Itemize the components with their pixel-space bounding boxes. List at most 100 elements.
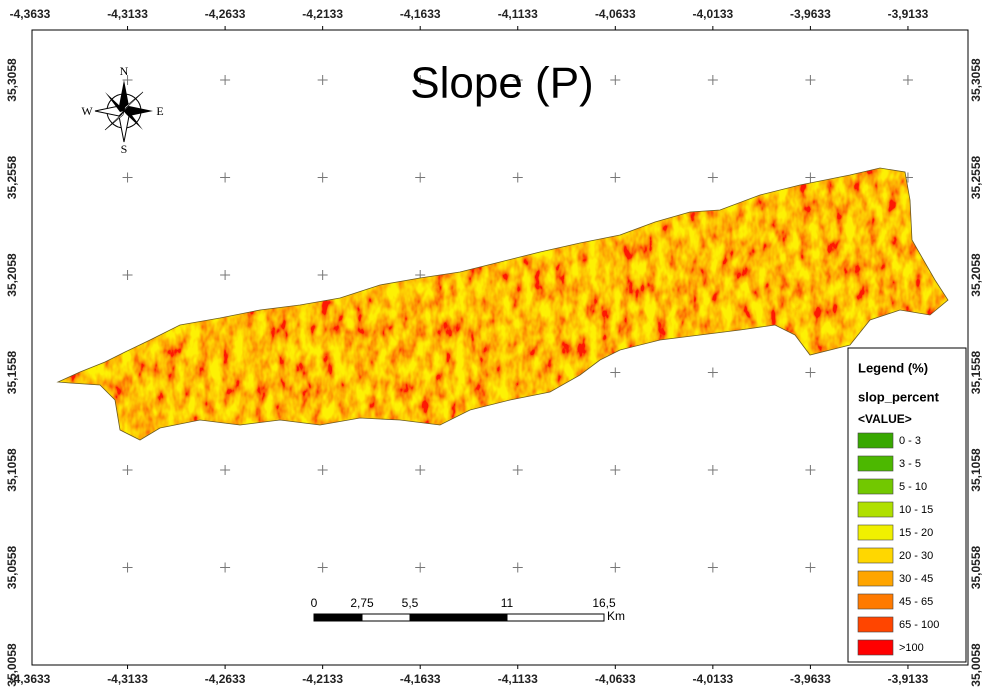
legend-swatch — [857, 478, 894, 495]
left-latitude-label: 35,0058 — [5, 643, 19, 687]
legend-swatch — [857, 570, 894, 587]
compass-s: S — [121, 142, 128, 156]
grid-cross — [512, 465, 523, 475]
bottom-longitude-label: -4,1133 — [498, 672, 538, 686]
left-latitude-label: 35,1558 — [5, 350, 19, 394]
legend-label: 45 - 65 — [899, 596, 933, 608]
compass-e: E — [156, 104, 163, 118]
grid-cross — [707, 75, 718, 85]
legend-swatch — [857, 455, 894, 472]
legend-label: 0 - 3 — [899, 435, 921, 447]
map-title: Slope (P) — [410, 59, 593, 108]
legend-label: 5 - 10 — [899, 481, 927, 493]
grid-cross — [512, 562, 523, 573]
grid-cross — [122, 172, 133, 183]
scale-unit: Km — [607, 609, 625, 623]
grid-cross — [707, 562, 718, 573]
legend-title: Legend (%) — [858, 360, 928, 375]
bottom-longitude-label: -4,1633 — [400, 672, 441, 686]
right-latitude-label: 35,2058 — [969, 253, 983, 297]
scale-bar: 0 2,75 5,5 11 16,5Km — [311, 596, 625, 623]
right-latitude-label: 35,1058 — [969, 448, 983, 492]
legend: Legend (%) slop_percent <VALUE> 0 - 3 3 -… — [847, 347, 967, 663]
top-longitude-label: -4,1133 — [498, 7, 538, 21]
legend-field: slop_percent — [858, 389, 940, 404]
scale-label: 16,5 — [592, 596, 616, 610]
top-longitude-label: -4,0633 — [595, 7, 636, 21]
top-longitude-label: -4,2633 — [205, 7, 246, 21]
grid-cross — [707, 465, 718, 475]
legend-label: 30 - 45 — [899, 573, 933, 585]
grid-cross — [805, 172, 816, 183]
grid-cross — [122, 75, 133, 85]
top-longitude-label: -3,9633 — [790, 7, 831, 21]
grid-cross — [317, 270, 328, 280]
scale-label: 2,75 — [350, 596, 374, 610]
scale-segment — [361, 613, 411, 622]
bottom-longitude-label: -4,0633 — [595, 672, 636, 686]
right-latitude-label: 35,1558 — [969, 350, 983, 394]
legend-header: <VALUE> — [858, 412, 912, 426]
legend-label: >100 — [899, 642, 924, 654]
grid-cross — [415, 75, 426, 85]
grid-cross — [805, 75, 816, 85]
legend-label: 15 - 20 — [899, 527, 933, 539]
legend-label: 20 - 30 — [899, 550, 933, 562]
grid-cross — [610, 465, 621, 475]
bottom-longitude-label: -3,9633 — [790, 672, 831, 686]
top-longitude-label: -4,2133 — [302, 7, 343, 21]
grid-cross — [415, 465, 426, 475]
grid-cross — [220, 562, 231, 573]
left-latitude-label: 35,2058 — [5, 253, 19, 297]
bottom-longitude-label: -4,0133 — [692, 672, 733, 686]
grid-cross — [805, 562, 816, 573]
grid-cross — [220, 75, 231, 85]
grid-cross — [610, 367, 621, 378]
grid-cross — [805, 465, 816, 475]
left-latitude-label: 35,3058 — [5, 58, 19, 102]
legend-swatch — [857, 616, 894, 633]
grid-cross — [317, 172, 328, 183]
north-arrow: N S E W — [81, 64, 163, 156]
right-latitude-label: 35,2558 — [969, 155, 983, 199]
grid-cross — [707, 172, 718, 183]
top-longitude-label: -4,1633 — [400, 7, 441, 21]
grid-cross — [805, 367, 816, 378]
legend-label: 10 - 15 — [899, 504, 933, 516]
area-outline — [56, 167, 949, 441]
top-longitude-label: -4,0133 — [692, 7, 733, 21]
grid-cross — [707, 367, 718, 378]
grid-cross — [220, 172, 231, 183]
coordinate-labels: -4,3633 -4,3633 -4,3133 -4,3133 -4,2633 -4,26… — [5, 7, 983, 687]
bottom-longitude-label: -4,2133 — [302, 672, 343, 686]
grid-cross — [512, 172, 523, 183]
left-latitude-label: 35,1058 — [5, 448, 19, 492]
bottom-longitude-label: -4,3633 — [10, 672, 51, 686]
legend-swatch — [857, 593, 894, 610]
grid-cross — [512, 75, 523, 85]
left-latitude-label: 35,2558 — [5, 155, 19, 199]
bottom-longitude-label: -3,9133 — [888, 672, 929, 686]
bottom-longitude-label: -4,2633 — [205, 672, 246, 686]
right-latitude-label: 35,0558 — [969, 545, 983, 589]
scale-segment — [313, 613, 363, 622]
compass-w: W — [81, 104, 93, 118]
compass-n: N — [120, 64, 129, 78]
legend-swatch — [857, 547, 894, 564]
grid-cross — [317, 562, 328, 573]
scale-label: 0 — [311, 596, 318, 610]
grid-cross — [122, 562, 133, 573]
grid-cross — [317, 75, 328, 85]
right-latitude-label: 35,3058 — [969, 58, 983, 102]
grid-cross — [220, 465, 231, 475]
left-latitude-label: 35,0558 — [5, 545, 19, 589]
scale-label: 11 — [501, 596, 514, 610]
grid-cross — [610, 75, 621, 85]
scale-label: 5,5 — [402, 596, 419, 610]
grid-cross — [317, 465, 328, 475]
legend-swatch — [857, 524, 894, 541]
grid-cross — [220, 270, 231, 280]
grid-cross — [122, 465, 133, 475]
legend-swatch — [857, 501, 894, 518]
